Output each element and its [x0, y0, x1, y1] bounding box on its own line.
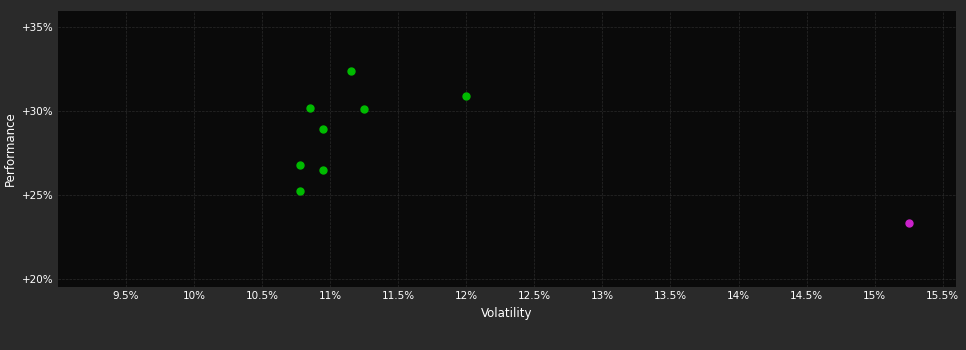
- Point: [343, 68, 358, 74]
- Point: [293, 189, 308, 194]
- Point: [459, 93, 474, 99]
- Y-axis label: Performance: Performance: [4, 111, 16, 186]
- Point: [316, 127, 331, 132]
- Point: [901, 220, 917, 226]
- Point: [302, 105, 318, 111]
- X-axis label: Volatility: Volatility: [481, 307, 533, 320]
- Point: [356, 106, 372, 112]
- Point: [316, 167, 331, 173]
- Point: [293, 162, 308, 167]
